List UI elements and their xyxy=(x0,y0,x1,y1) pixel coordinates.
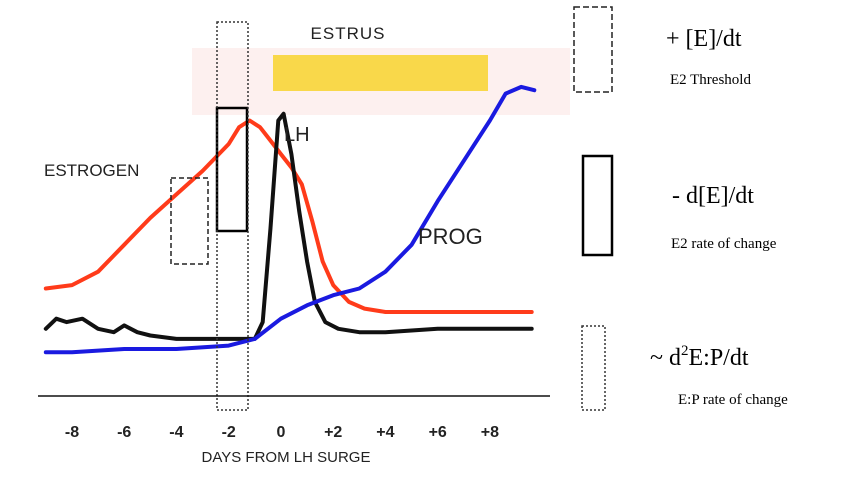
series-layer xyxy=(43,84,537,355)
series-line-lh xyxy=(43,111,534,341)
legend-dashed-formula: + [E]/dt xyxy=(666,26,742,52)
x-axis-title: DAYS FROM LH SURGE xyxy=(202,449,371,466)
threshold-dashed-box xyxy=(170,177,209,265)
x-tick-label: -8 xyxy=(65,424,79,441)
x-tick-label: +2 xyxy=(324,424,342,441)
legend-dashed-caption: E2 Threshold xyxy=(670,72,751,88)
legend-dashed-box xyxy=(573,6,613,93)
legend-solid-caption: E2 rate of change xyxy=(671,236,777,252)
x-tick-label: +4 xyxy=(376,424,394,441)
lh-label: LH xyxy=(284,124,310,146)
legend-dotted-box xyxy=(581,325,606,411)
x-tick-label: -2 xyxy=(222,424,236,441)
x-tick-label: -6 xyxy=(117,424,131,441)
legend-solid-box xyxy=(581,154,614,257)
legend-dotted-formula: ~ d2E:P/dt xyxy=(650,343,749,371)
x-tick-label: -4 xyxy=(169,424,183,441)
legend-solid-formula: - d[E]/dt xyxy=(672,183,754,209)
estrogen-label: ESTROGEN xyxy=(44,161,139,180)
x-tick-labels: -8 -6 -4 -2 0 +2 +4 +6 +8 xyxy=(65,424,499,441)
ep-rate-dotted-box xyxy=(216,21,249,411)
prog-label: PROG xyxy=(418,224,483,249)
x-tick-label: +8 xyxy=(481,424,499,441)
x-tick-label: +6 xyxy=(429,424,447,441)
estrus-label: ESTRUS xyxy=(311,24,386,43)
legend-dotted-caption: E:P rate of change xyxy=(678,392,788,408)
estrus-bar xyxy=(273,55,488,91)
series-line-prog xyxy=(43,84,537,355)
rate-of-change-solid-box xyxy=(215,106,249,233)
x-tick-label: 0 xyxy=(276,424,285,441)
